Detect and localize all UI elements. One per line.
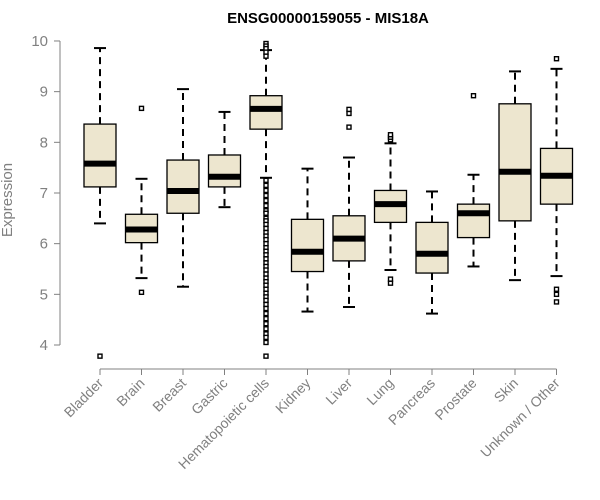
outlier-point <box>263 310 269 317</box>
iqr-box <box>456 203 491 239</box>
outlier-point <box>387 132 394 138</box>
iqr-box <box>166 159 200 214</box>
outlier-point <box>263 182 269 189</box>
x-tick-label: Brain <box>113 375 147 409</box>
outlier-point <box>263 315 269 322</box>
y-tick-label: 8 <box>40 134 48 151</box>
box-group <box>207 110 242 209</box>
outlier-point <box>346 106 352 113</box>
y-tick-label: 7 <box>40 185 48 202</box>
box-group <box>290 167 325 313</box>
x-tick-label: Breast <box>149 375 189 415</box>
box-group <box>166 88 200 288</box>
outlier-point <box>263 305 269 312</box>
y-tick-label: 5 <box>40 286 48 303</box>
box-group <box>83 47 117 359</box>
box-group <box>332 106 366 308</box>
y-tick-label: 6 <box>40 236 48 253</box>
plot-area <box>83 40 574 359</box>
x-tick-label: Prostate <box>431 375 479 423</box>
y-tick-label: 10 <box>31 33 48 50</box>
outlier-point <box>263 202 269 209</box>
outlier-point <box>97 353 103 359</box>
y-tick-label: 4 <box>40 337 48 354</box>
outlier-point <box>387 276 394 282</box>
outlier-point <box>346 124 352 130</box>
box-group <box>498 70 532 282</box>
outlier-point <box>138 289 145 296</box>
outlier-point <box>138 105 145 112</box>
y-axis: 4 5 6 7 8 9 10 <box>31 33 61 354</box>
outlier-point <box>263 326 269 332</box>
outlier-point <box>263 353 269 359</box>
chart-title: ENSG00000159055 - MIS18A <box>227 10 429 27</box>
iqr-box <box>415 221 449 274</box>
y-tick-label: 9 <box>40 84 48 101</box>
iqr-box <box>249 95 283 130</box>
box-group <box>456 93 491 268</box>
iqr-box <box>83 123 117 188</box>
outlier-point <box>263 321 269 327</box>
x-tick-label: Liver <box>322 375 355 408</box>
box-group <box>539 56 574 305</box>
box-group <box>124 105 159 296</box>
outlier-point <box>263 53 269 59</box>
outlier-point <box>263 177 269 184</box>
outlier-point <box>263 334 269 341</box>
outlier-point <box>263 210 269 216</box>
y-axis-label: Expression <box>0 163 16 237</box>
iqr-box <box>207 154 242 188</box>
outlier-point <box>263 192 269 199</box>
outlier-point <box>553 299 560 305</box>
x-tick-label: Kidney <box>272 375 314 417</box>
outlier-point <box>263 197 269 204</box>
outlier-point <box>263 339 269 346</box>
box-group <box>415 190 449 315</box>
x-tick-label: Lung <box>363 375 396 408</box>
x-tick-label: Bladder <box>61 375 107 421</box>
outlier-point <box>263 187 269 194</box>
outlier-point <box>553 56 560 62</box>
outlier-point <box>470 93 477 99</box>
outlier-point <box>553 286 560 292</box>
box-group <box>249 40 283 359</box>
iqr-box <box>498 103 532 222</box>
outlier-point <box>553 291 560 298</box>
x-tick-label: Skin <box>491 375 522 406</box>
x-tick-label: Unknown / Other <box>477 375 563 461</box>
box-group <box>373 132 408 286</box>
iqr-box <box>290 218 325 273</box>
